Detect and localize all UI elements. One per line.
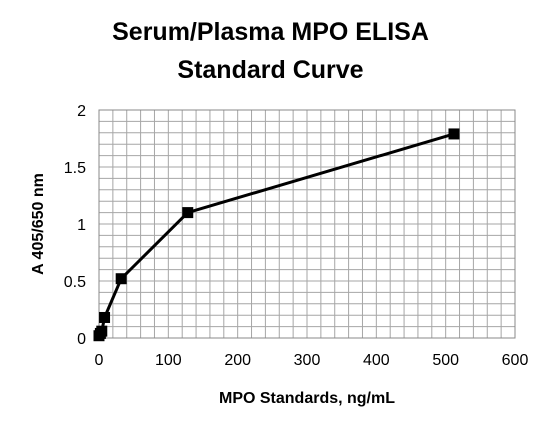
data-point-marker xyxy=(115,273,127,285)
y-tick-label: 0.5 xyxy=(64,274,86,291)
x-tick-label: 600 xyxy=(502,352,529,369)
chart-title-line-1: Serum/Plasma MPO ELISA xyxy=(112,18,429,46)
y-tick-label: 2 xyxy=(77,103,86,120)
grid xyxy=(98,109,516,339)
x-tick-label: 0 xyxy=(95,352,104,369)
data-point-marker xyxy=(182,207,194,219)
plot-border xyxy=(98,109,516,339)
chart-title-line-2: Standard Curve xyxy=(177,56,364,84)
x-tick-label: 400 xyxy=(363,352,390,369)
data-point-marker xyxy=(448,128,460,140)
y-tick-label: 1 xyxy=(77,217,86,234)
axes: 0 100 200 300 400 500 600 0 0.5 1 1.5 2 xyxy=(64,103,529,369)
x-axis-label: MPO Standards, ng/mL xyxy=(219,390,395,407)
data-point-marker xyxy=(96,325,108,337)
y-axis-label: A 405/650 nm xyxy=(30,173,47,275)
y-tick-label: 1.5 xyxy=(64,160,86,177)
y-tick-label: 0 xyxy=(77,331,86,348)
x-tick-label: 500 xyxy=(432,352,459,369)
series-line xyxy=(97,132,455,337)
data-point-marker xyxy=(99,311,111,323)
series xyxy=(93,128,460,342)
x-tick-label: 300 xyxy=(294,352,321,369)
x-tick-label: 200 xyxy=(224,352,251,369)
x-tick-label: 100 xyxy=(155,352,182,369)
